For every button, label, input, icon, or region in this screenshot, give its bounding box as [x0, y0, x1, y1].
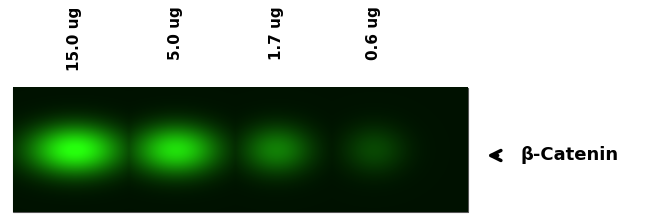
Text: 15.0 ug: 15.0 ug	[67, 7, 83, 71]
Text: 5.0 ug: 5.0 ug	[168, 7, 183, 60]
FancyBboxPatch shape	[13, 88, 468, 212]
Text: β-Catenin: β-Catenin	[520, 147, 618, 164]
Text: 1.7 ug: 1.7 ug	[268, 7, 284, 60]
Text: 0.6 ug: 0.6 ug	[366, 7, 382, 60]
